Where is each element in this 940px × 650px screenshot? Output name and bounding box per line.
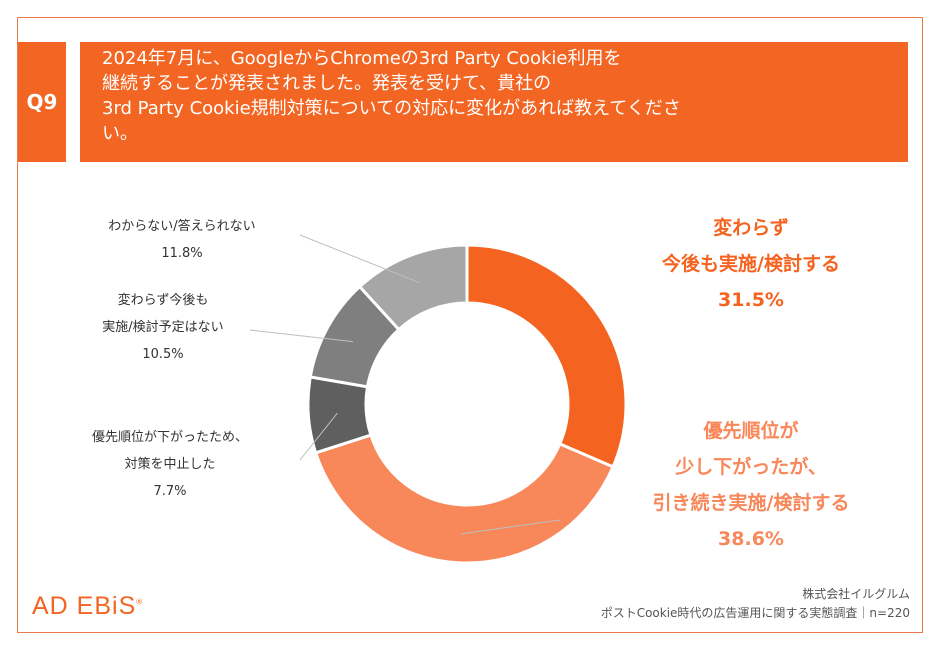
leader-line (249, 329, 354, 343)
question-line: 2024年7月に、GoogleからChromeの3rd Party Cookie… (102, 48, 622, 69)
slice-label-no-plan: 変わらず今後も 実施/検討予定はない 10.5% (102, 293, 224, 362)
slice-lower-priority-continue (313, 433, 616, 565)
slice-label-lower-priority-continue: 優先順位が 少し下がったが、 引き続き実施/検討する 38.6% (652, 420, 850, 550)
slice-continue (465, 243, 628, 469)
question-text: 2024年7月に、GoogleからChromeの3rd Party Cookie… (80, 42, 908, 162)
slice-label-unknown: わからない/答えられない 11.8% (108, 219, 256, 261)
question-line: い。 (102, 123, 138, 144)
slice-label-continue: 変わらず 今後も実施/検討する 31.5% (662, 217, 840, 311)
slice-label-stopped: 優先順位が下がったため、 対策を中止した 7.7% (91, 430, 248, 499)
leader-line (299, 412, 338, 461)
question-line: 継続することが発表されました。発表を受けて、貴社の (102, 73, 552, 94)
source-note: 株式会社イルグルム ポストCookie時代の広告運用に関する実態調査｜n=220 (600, 587, 910, 620)
leader-line (460, 519, 561, 535)
slice-unknown (357, 243, 469, 332)
question-number: Q9 (18, 42, 66, 162)
panel-frame (17, 17, 923, 633)
adebis-logo: AD EBiS® (32, 592, 144, 620)
question-line: 3rd Party Cookie規制対策についての対応に変化があれば教えてくださ (102, 98, 681, 119)
leader-line (299, 234, 421, 284)
